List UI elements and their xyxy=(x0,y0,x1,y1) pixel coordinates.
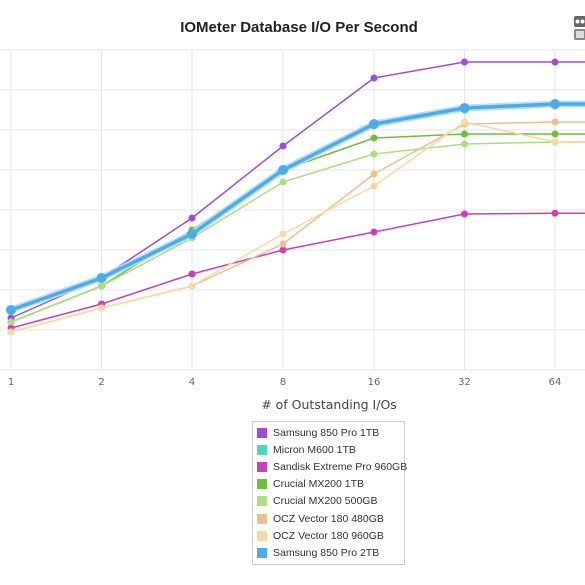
data-point-ocz-vector-180-960gb xyxy=(279,230,287,238)
data-point-sandisk-extreme-pro-960gb xyxy=(188,270,196,278)
data-point-samsung-850-pro-1tb xyxy=(461,58,468,66)
legend-item-samsung-850-pro-1tb: Samsung 850 Pro 1TB xyxy=(257,424,400,441)
series-layer xyxy=(6,58,585,336)
data-point-samsung-850-pro-2tb xyxy=(6,305,16,315)
legend-swatch xyxy=(257,461,267,472)
data-point-ocz-vector-180-960gb xyxy=(98,304,105,312)
legend-label: OCZ Vector 180 960GB xyxy=(273,529,384,542)
series-line-crucial-mx200-1tb xyxy=(10,133,585,323)
legend-item-crucial-mx200-500gb: Crucial MX200 500GB xyxy=(257,493,400,510)
legend-item-samsung-850-pro-2tb: Samsung 850 Pro 2TB xyxy=(257,544,400,561)
legend-label: Crucial MX200 500GB xyxy=(273,495,378,508)
chart-title: IOMeter Database I/O Per Second xyxy=(180,19,418,36)
data-point-sandisk-extreme-pro-960gb xyxy=(551,209,559,217)
legend-swatch xyxy=(257,479,267,490)
data-point-ocz-vector-180-480gb xyxy=(279,240,287,248)
x-tick-label: 2 xyxy=(98,377,104,388)
legend-label: Samsung 850 Pro 2TB xyxy=(273,546,380,559)
legend-item-ocz-vector-180-480gb: OCZ Vector 180 480GB xyxy=(257,510,400,527)
x-axis-label: # of Outstanding I/Os xyxy=(261,397,397,412)
data-point-samsung-850-pro-2tb xyxy=(187,229,197,239)
x-ticks: 1 2 4 8 16 32 64 xyxy=(8,377,562,388)
data-point-ocz-vector-180-960gb xyxy=(7,328,15,336)
data-point-samsung-850-pro-2tb xyxy=(369,119,379,129)
data-point-samsung-850-pro-2tb xyxy=(278,165,288,175)
data-point-crucial-mx200-500gb xyxy=(7,318,15,326)
x-tick-label: 32 xyxy=(458,377,471,388)
data-point-ocz-vector-180-960gb xyxy=(188,282,196,290)
data-point-samsung-850-pro-1tb xyxy=(551,58,559,66)
logo-icon xyxy=(573,15,585,41)
data-point-sandisk-extreme-pro-960gb xyxy=(279,246,287,254)
data-point-ocz-vector-180-960gb xyxy=(370,182,378,190)
legend-swatch xyxy=(257,547,267,558)
legend-item-crucial-mx200-1tb: Crucial MX200 1TB xyxy=(257,476,400,493)
legend-swatch xyxy=(257,530,267,541)
series-line-ocz-vector-180-960gb xyxy=(10,121,585,333)
series-line-sandisk-extreme-pro-960gb xyxy=(10,212,585,329)
data-point-samsung-850-pro-1tb xyxy=(188,214,196,222)
data-point-crucial-mx200-1tb xyxy=(370,134,378,142)
data-point-crucial-mx200-1tb xyxy=(551,130,559,138)
data-point-samsung-850-pro-1tb xyxy=(370,74,378,82)
legend-label: OCZ Vector 180 480GB xyxy=(273,512,384,525)
data-point-ocz-vector-180-960gb xyxy=(551,138,559,146)
x-tick-label: 16 xyxy=(368,377,381,388)
legend-item-sandisk-extreme-pro-960gb: Sandisk Extreme Pro 960GB xyxy=(257,458,407,475)
series-line-ocz-vector-180-480gb xyxy=(10,121,585,333)
x-tick-label: 8 xyxy=(280,377,286,388)
data-point-samsung-850-pro-1tb xyxy=(279,142,287,150)
data-point-ocz-vector-180-480gb xyxy=(370,170,378,178)
legend-item-micron-m600-1tb: Micron M600 1TB xyxy=(257,441,400,458)
legend-swatch xyxy=(257,513,267,524)
data-point-crucial-mx200-500gb xyxy=(279,178,287,186)
x-tick-label: 64 xyxy=(549,377,562,388)
data-point-crucial-mx200-500gb xyxy=(98,282,105,290)
data-point-samsung-850-pro-2tb xyxy=(459,103,470,113)
data-point-ocz-vector-180-960gb xyxy=(461,118,468,126)
x-tick-label: 4 xyxy=(189,377,195,388)
legend-swatch xyxy=(257,427,267,438)
legend-label: Micron M600 1TB xyxy=(273,443,356,456)
legend-item-ocz-vector-180-960gb: OCZ Vector 180 960GB xyxy=(257,527,400,544)
series-line-samsung-850-pro-2tb xyxy=(10,102,585,312)
data-point-crucial-mx200-500gb xyxy=(461,140,468,148)
legend: Samsung 850 Pro 1TB Micron M600 1TB Sandis… xyxy=(252,421,407,565)
data-point-samsung-850-pro-2tb xyxy=(96,273,107,283)
legend-label: Crucial MX200 1TB xyxy=(273,478,365,491)
legend-label: Sandisk Extreme Pro 960GB xyxy=(273,460,408,473)
grid xyxy=(0,49,585,371)
x-tick-label: 1 xyxy=(8,377,14,388)
series-line-crucial-mx200-500gb xyxy=(10,141,585,323)
data-point-samsung-850-pro-2tb xyxy=(550,99,560,109)
legend-swatch xyxy=(257,496,267,507)
data-point-ocz-vector-180-480gb xyxy=(551,118,559,126)
data-point-crucial-mx200-1tb xyxy=(461,130,468,138)
data-point-sandisk-extreme-pro-960gb xyxy=(370,228,378,236)
legend-swatch xyxy=(257,444,267,455)
data-point-sandisk-extreme-pro-960gb xyxy=(461,210,468,218)
data-point-crucial-mx200-500gb xyxy=(370,150,378,158)
legend-label: Samsung 850 Pro 1TB xyxy=(273,426,380,439)
